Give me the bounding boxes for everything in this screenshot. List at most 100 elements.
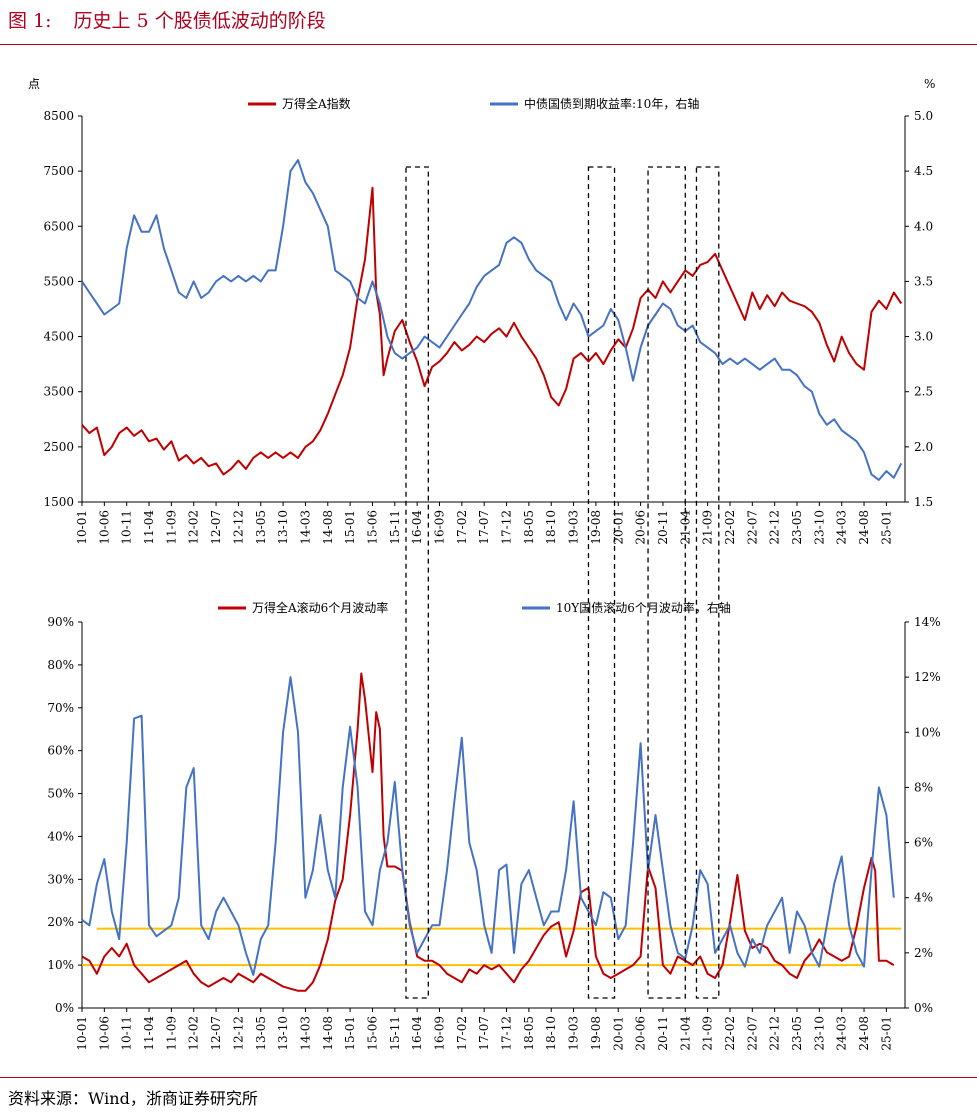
x-tick-label: 12-07 bbox=[209, 1016, 223, 1051]
x-tick-label: 10-01 bbox=[75, 1016, 89, 1051]
x-tick-label: 20-06 bbox=[634, 1016, 648, 1051]
x-tick-label: 24-08 bbox=[857, 510, 871, 545]
right-tick-label: 4.0 bbox=[914, 219, 933, 233]
x-tick-label: 18-10 bbox=[544, 510, 558, 545]
x-tick-label: 20-01 bbox=[611, 1016, 625, 1051]
figure-title: 图 1: 历史上 5 个股债低波动的阶段 bbox=[8, 6, 326, 33]
figure-title-text: 历史上 5 个股债低波动的阶段 bbox=[73, 10, 326, 32]
x-tick-label: 23-05 bbox=[790, 1016, 804, 1051]
x-tick-label: 22-02 bbox=[723, 510, 737, 545]
right-tick-label: 5.0 bbox=[914, 109, 933, 123]
x-tick-label: 12-02 bbox=[187, 510, 201, 545]
x-tick-label: 23-10 bbox=[812, 1016, 826, 1051]
left-tick-label: 20% bbox=[47, 915, 74, 929]
x-tick-label: 18-05 bbox=[522, 1016, 536, 1051]
x-tick-label: 17-12 bbox=[500, 510, 514, 545]
left-tick-label: 3500 bbox=[43, 385, 74, 399]
x-tick-label: 19-08 bbox=[589, 510, 603, 545]
right-tick-label: 0% bbox=[914, 1001, 933, 1015]
highlight-period-box bbox=[695, 166, 720, 999]
x-tick-label: 20-11 bbox=[656, 1016, 670, 1051]
legend-label: 10Y国债滚动6个月波动率，右轴 bbox=[556, 600, 731, 615]
chart-canvas: 1500 2500 3500 4500 5500 6500 7500 8500 1.5 2.0 2.… bbox=[28, 77, 941, 1051]
right-tick-label: 4% bbox=[914, 891, 933, 905]
x-tick-label: 12-07 bbox=[209, 510, 223, 545]
legend-label: 万得全A指数 bbox=[282, 96, 351, 111]
x-tick-label: 14-03 bbox=[298, 1016, 312, 1051]
highlight-period-box bbox=[405, 166, 429, 999]
series-line-equity bbox=[81, 672, 895, 992]
left-tick-label: 80% bbox=[47, 658, 74, 672]
left-tick-label: 0% bbox=[55, 1001, 74, 1015]
x-tick-label: 13-05 bbox=[254, 1016, 268, 1051]
left-tick-label: 60% bbox=[47, 744, 74, 758]
left-tick-label: 70% bbox=[47, 701, 74, 715]
x-tick-label: 15-11 bbox=[388, 510, 402, 545]
x-tick-label: 21-04 bbox=[678, 1016, 692, 1051]
x-tick-label: 14-08 bbox=[321, 1016, 335, 1051]
series-line-equity bbox=[81, 186, 903, 476]
x-tick-label: 22-07 bbox=[745, 510, 759, 545]
x-tick-label: 21-09 bbox=[701, 1016, 715, 1051]
right-tick-label: 2% bbox=[914, 946, 933, 960]
series-line-bond bbox=[81, 159, 903, 481]
x-tick-label: 19-08 bbox=[589, 1016, 603, 1051]
x-tick-label: 23-05 bbox=[790, 510, 804, 545]
right-tick-label: 4.5 bbox=[914, 164, 933, 178]
right-tick-label: 6% bbox=[914, 836, 933, 850]
x-tick-label: 25-01 bbox=[879, 1016, 893, 1051]
right-tick-label: 1.5 bbox=[914, 495, 933, 509]
x-tick-label: 10-06 bbox=[97, 510, 111, 545]
x-tick-label: 18-05 bbox=[522, 510, 536, 545]
x-tick-label: 15-06 bbox=[365, 510, 379, 545]
left-tick-label: 4500 bbox=[43, 330, 74, 344]
left-tick-label: 2500 bbox=[43, 440, 74, 454]
x-tick-label: 11-04 bbox=[142, 510, 156, 545]
x-tick-label: 15-01 bbox=[343, 510, 357, 545]
source-rule bbox=[0, 1077, 977, 1078]
left-tick-label: 50% bbox=[47, 787, 74, 801]
left-tick-label: 7500 bbox=[43, 164, 74, 178]
x-tick-label: 10-11 bbox=[120, 1016, 134, 1051]
right-tick-label: 10% bbox=[914, 725, 941, 739]
x-tick-label: 24-08 bbox=[857, 1016, 871, 1051]
x-tick-label: 10-11 bbox=[120, 510, 134, 545]
x-tick-label: 12-02 bbox=[187, 1016, 201, 1051]
x-tick-label: 20-06 bbox=[634, 510, 648, 545]
x-tick-label: 16-04 bbox=[410, 1016, 424, 1051]
right-tick-label: 8% bbox=[914, 780, 933, 794]
x-tick-label: 14-03 bbox=[298, 510, 312, 545]
x-tick-label: 25-01 bbox=[879, 510, 893, 545]
right-tick-label: 2.5 bbox=[914, 385, 933, 399]
left-tick-label: 1500 bbox=[43, 495, 74, 509]
x-tick-label: 22-02 bbox=[723, 1016, 737, 1051]
left-tick-label: 10% bbox=[47, 958, 74, 972]
x-tick-label: 13-05 bbox=[254, 510, 268, 545]
right-tick-label: 3.5 bbox=[914, 274, 933, 288]
right-tick-label: 14% bbox=[914, 615, 941, 629]
highlight-period-box bbox=[587, 166, 616, 999]
x-tick-label: 17-07 bbox=[477, 510, 491, 545]
x-tick-label: 11-04 bbox=[142, 1016, 156, 1051]
x-tick-label: 20-11 bbox=[656, 510, 670, 545]
right-tick-label: 3.0 bbox=[914, 330, 933, 344]
left-tick-label: 40% bbox=[47, 829, 74, 843]
x-tick-label: 10-06 bbox=[97, 1016, 111, 1051]
x-tick-label: 13-10 bbox=[276, 510, 290, 545]
x-tick-label: 17-02 bbox=[455, 510, 469, 545]
highlight-period-box bbox=[647, 166, 686, 999]
x-tick-label: 19-03 bbox=[567, 1016, 581, 1051]
x-tick-label: 11-09 bbox=[164, 1016, 178, 1051]
right-tick-label: 2.0 bbox=[914, 440, 933, 454]
legend-label: 中债国债到期收益率:10年，右轴 bbox=[524, 96, 699, 111]
x-tick-label: 16-09 bbox=[433, 1016, 447, 1051]
x-tick-label: 12-12 bbox=[231, 510, 245, 545]
x-tick-label: 17-02 bbox=[455, 1016, 469, 1051]
x-tick-label: 24-03 bbox=[835, 1016, 849, 1051]
figure-number: 图 1: bbox=[8, 10, 52, 32]
left-tick-label: 8500 bbox=[43, 109, 74, 123]
right-tick-label: 12% bbox=[914, 670, 941, 684]
x-tick-label: 13-10 bbox=[276, 1016, 290, 1051]
x-tick-label: 20-01 bbox=[611, 510, 625, 545]
x-tick-label: 24-03 bbox=[835, 510, 849, 545]
